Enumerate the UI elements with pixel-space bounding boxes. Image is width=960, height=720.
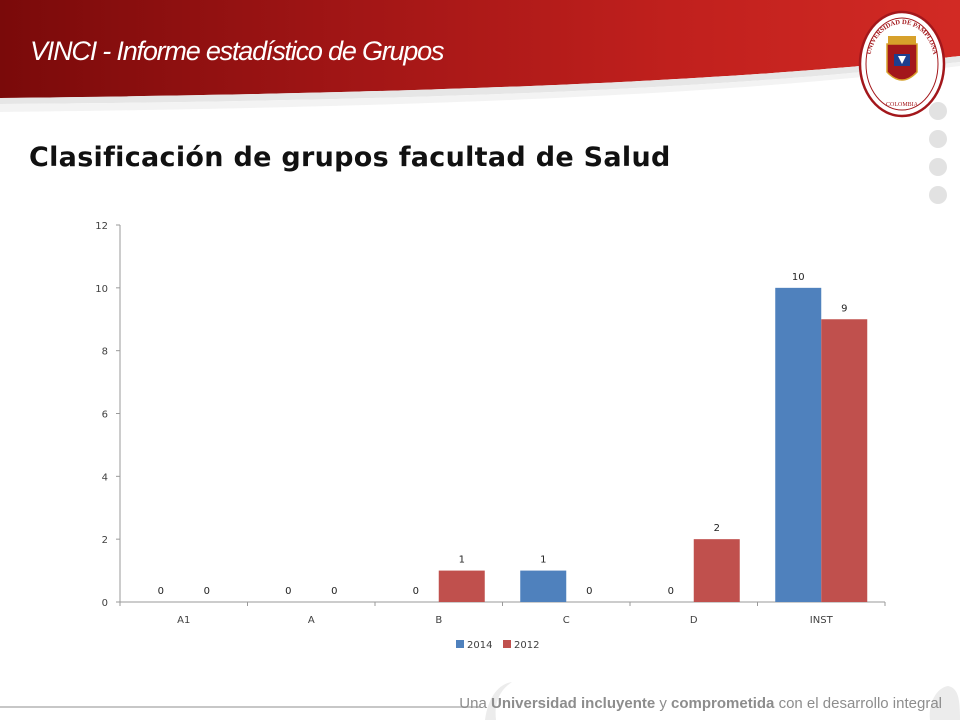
y-tick-label: 8	[102, 347, 108, 358]
chart-container: 0 2 4 6 8 10 12 A1 A B C D INST 0 0 0 1 0 10 0 0 1 0 2 9 2014 2012	[0, 200, 960, 670]
data-label: 0	[158, 586, 164, 597]
slide-title: Clasificación de grupos facultad de Salu…	[29, 142, 671, 173]
footer	[0, 680, 960, 720]
legend-label: 2012	[514, 640, 539, 651]
data-label: 0	[331, 586, 337, 597]
footer-part: y	[655, 695, 672, 712]
data-label: 0	[668, 586, 674, 597]
data-label: 0	[285, 586, 291, 597]
footer-slogan: Una Universidad incluyente y comprometid…	[459, 695, 942, 712]
data-label: 2	[714, 523, 720, 534]
data-label: 1	[459, 555, 465, 566]
data-label: 9	[841, 303, 847, 314]
x-tick-label: INST	[810, 615, 834, 626]
y-tick-label: 0	[102, 598, 108, 609]
legend-label: 2014	[467, 640, 492, 651]
dot-icon	[929, 130, 947, 148]
y-tick-label: 4	[102, 472, 108, 483]
legend-swatch-2014	[456, 640, 464, 648]
header-title: VINCI - Informe estadístico de Grupos	[30, 36, 444, 66]
footer-divider	[0, 706, 480, 708]
y-tick-label: 12	[95, 221, 108, 232]
dot-icon	[929, 102, 947, 120]
bar-2014-C	[520, 570, 567, 602]
x-tick-label: A	[308, 615, 315, 626]
footer-part: Una	[459, 695, 491, 712]
seal-bottom-text: COLOMBIA	[886, 102, 919, 108]
bar-2012-B	[438, 570, 485, 602]
footer-swoosh	[485, 682, 960, 720]
footer-part: con el desarrollo integral	[774, 695, 942, 712]
y-tick-label: 2	[102, 535, 108, 546]
y-tick-label: 6	[102, 410, 108, 421]
x-tick-label: A1	[177, 615, 190, 626]
university-seal-icon: UNIVERSIDAD DE PAMPLONA COLOMBIA	[858, 10, 946, 118]
dot-icon	[929, 186, 947, 204]
x-tick-label: D	[690, 615, 698, 626]
data-label: 0	[413, 586, 419, 597]
footer-part-bold: comprometida	[671, 695, 775, 712]
y-tick-label: 10	[95, 284, 108, 295]
footer-part-bold: Universidad incluyente	[490, 695, 656, 712]
header-banner: VINCI - Informe estadístico de Grupos	[0, 0, 960, 120]
data-label: 0	[586, 586, 592, 597]
header-background	[0, 0, 960, 112]
dot-icon	[929, 158, 947, 176]
x-tick-label: B	[435, 615, 442, 626]
data-label: 0	[204, 586, 210, 597]
x-tick-label: C	[563, 615, 570, 626]
bar-2012-INST	[821, 319, 868, 602]
data-label: 1	[540, 555, 546, 566]
data-label: 10	[792, 272, 805, 283]
bar-2012-D	[693, 539, 740, 602]
bar-2014-INST	[775, 287, 822, 602]
legend-swatch-2012	[503, 640, 511, 648]
